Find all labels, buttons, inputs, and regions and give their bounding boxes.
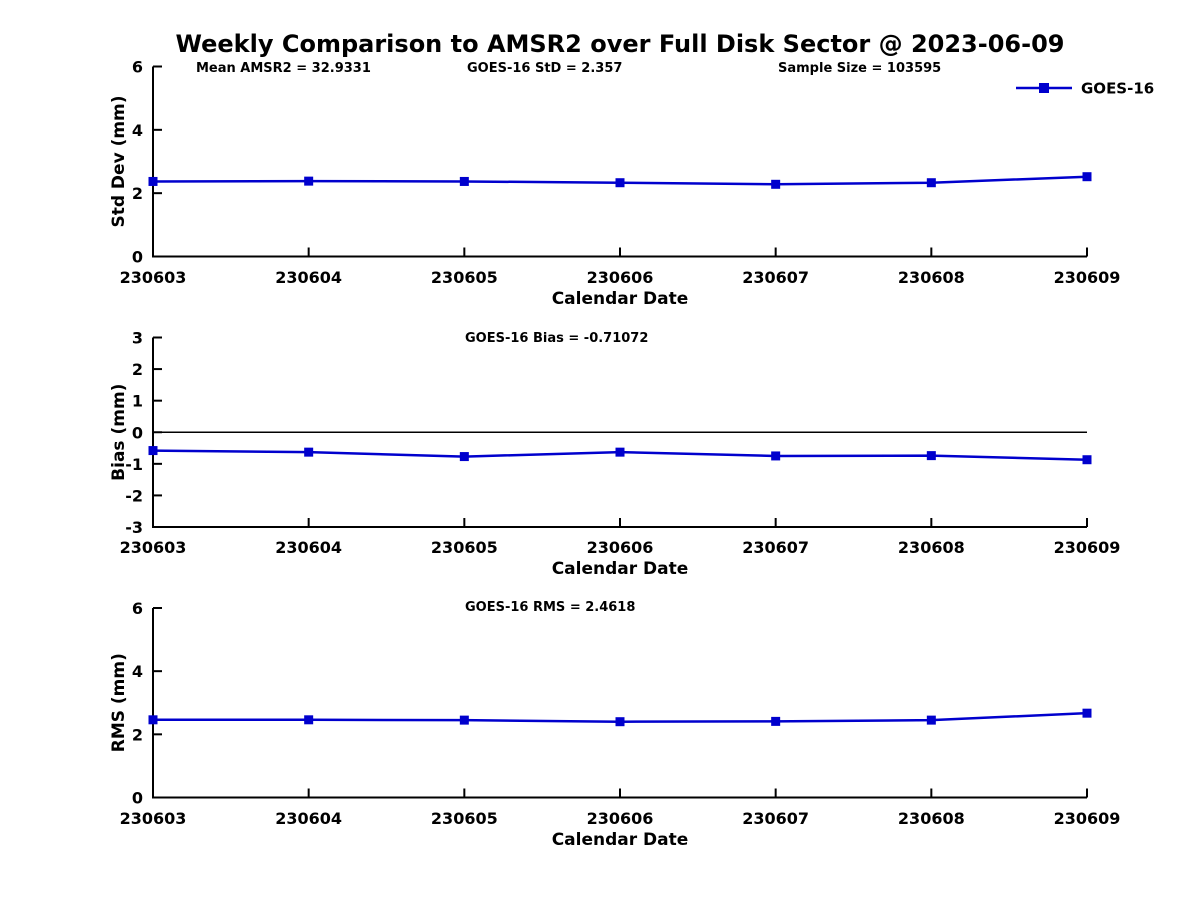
annotation-goes16-rms: GOES-16 RMS = 2.4618 — [465, 600, 635, 615]
x-axis-label-top: Calendar Date — [552, 289, 689, 309]
y-tick-label: 1 — [132, 392, 143, 411]
data-point-marker — [1082, 455, 1092, 465]
x-tick-label: 230606 — [587, 268, 654, 287]
data-point-marker — [615, 447, 625, 457]
x-tick-label: 230609 — [1054, 268, 1121, 287]
y-tick-label: 6 — [132, 58, 143, 77]
data-point-marker — [926, 451, 936, 461]
x-axis-label-middle: Calendar Date — [552, 559, 689, 579]
x-tick-label: 230605 — [431, 268, 498, 287]
x-tick-label: 230608 — [898, 809, 965, 828]
data-point-marker — [615, 717, 625, 727]
data-point-marker — [771, 179, 781, 189]
annotation-goes16-bias: GOES-16 Bias = -0.71072 — [465, 331, 648, 346]
y-tick-label: 0 — [132, 248, 143, 267]
annotation-sample-size: Sample Size = 103595 — [778, 61, 941, 76]
y-tick-label: 2 — [132, 360, 143, 379]
x-tick-label: 230605 — [431, 809, 498, 828]
data-point-marker — [926, 715, 936, 725]
annotation-mean-amsr2: Mean AMSR2 = 32.9331 — [196, 61, 371, 76]
annotation-goes16-std: GOES-16 StD = 2.357 — [467, 61, 622, 76]
plot-std-dev: 0 2 4 6 230603 230604 230605 230606 230607 230608… — [120, 58, 1121, 288]
data-point-marker — [459, 452, 469, 462]
y-tick-label: 2 — [132, 184, 143, 203]
data-point-marker — [926, 178, 936, 188]
legend: GOES-16 — [1016, 80, 1154, 98]
y-axis-label-bias: Bias (mm) — [109, 384, 129, 481]
data-point-marker — [459, 715, 469, 725]
y-tick-label: 3 — [132, 329, 143, 348]
data-point-marker — [304, 447, 314, 457]
x-tick-label: 230604 — [275, 809, 342, 828]
legend-label: GOES-16 — [1081, 80, 1154, 98]
axis-frame — [152, 608, 1087, 799]
data-point-marker — [148, 176, 158, 186]
x-tick-label: 230609 — [1054, 538, 1121, 557]
y-tick-label: 0 — [132, 423, 143, 442]
data-point-marker — [148, 715, 158, 725]
data-point-marker — [148, 446, 158, 456]
x-tick-label: 230604 — [275, 268, 342, 287]
y-tick-label: 2 — [132, 725, 143, 744]
data-point-marker — [304, 715, 314, 725]
data-point-marker — [459, 176, 469, 186]
x-tick-label: 230607 — [742, 268, 809, 287]
y-tick-label: 4 — [132, 121, 143, 140]
x-tick-label: 230608 — [898, 538, 965, 557]
x-tick-label: 230606 — [587, 538, 654, 557]
data-point-marker — [771, 716, 781, 726]
x-axis-label-bottom: Calendar Date — [552, 830, 689, 850]
x-tick-label: 230607 — [742, 538, 809, 557]
x-tick-label: 230603 — [120, 268, 187, 287]
chart-title: Weekly Comparison to AMSR2 over Full Dis… — [176, 30, 1065, 58]
x-tick-label: 230608 — [898, 268, 965, 287]
y-tick-label: 0 — [132, 789, 143, 808]
y-tick-label: -3 — [125, 518, 143, 537]
data-point-marker — [771, 451, 781, 461]
data-point-marker — [1082, 172, 1092, 182]
y-tick-label: -1 — [125, 455, 143, 474]
y-tick-label: -2 — [125, 486, 143, 505]
y-tick-label: 6 — [132, 599, 143, 618]
y-tick-label: 4 — [132, 662, 143, 681]
x-tick-label: 230609 — [1054, 809, 1121, 828]
plot-rms: 0 2 4 6 230603 230604 230605 230606 230607 230608… — [120, 599, 1121, 828]
data-point-marker — [304, 176, 314, 186]
x-tick-label: 230603 — [120, 538, 187, 557]
plot-bias: -3 -2 -1 0 1 2 3 230603 230604 230605 230606 230607… — [120, 329, 1121, 558]
x-tick-label: 230603 — [120, 809, 187, 828]
legend-marker-square — [1039, 83, 1049, 93]
x-tick-label: 230607 — [742, 809, 809, 828]
x-tick-label: 230606 — [587, 809, 654, 828]
axis-frame — [152, 66, 1087, 258]
x-tick-label: 230604 — [275, 538, 342, 557]
y-axis-label-rms: RMS (mm) — [109, 653, 129, 752]
x-tick-label: 230605 — [431, 538, 498, 557]
data-point-marker — [1082, 708, 1092, 718]
data-point-marker — [615, 178, 625, 188]
y-axis-label-stddev: Std Dev (mm) — [109, 95, 129, 227]
